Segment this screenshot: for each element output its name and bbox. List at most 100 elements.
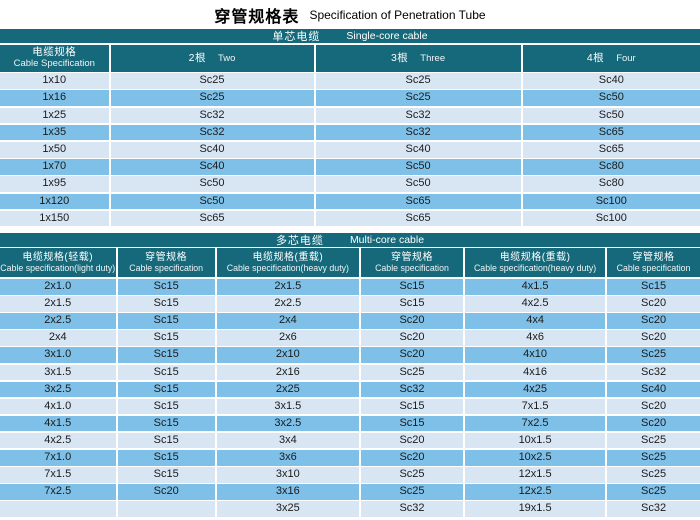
cell: Sc15 [607,279,700,295]
cell: 1x95 [0,176,109,192]
cell: 2x1.5 [216,279,359,295]
cell: 2x4 [0,330,116,346]
column-header-zh: 电缆规格 [32,46,77,59]
cell: Sc32 [315,124,521,141]
page-title-en: Specification of Penetration Tube [309,7,486,22]
table-row: 4x2.5 Sc15 3x4 Sc20 10x1.5 Sc25 [0,432,700,449]
cell: Sc50 [522,107,700,124]
cell: 2x2.5 [0,313,116,329]
table-row: 7x2.5 Sc20 3x16 Sc25 12x2.5 Sc25 [0,484,700,500]
cell: Sc40 [110,141,314,158]
cell: 4x2.5 [465,296,606,312]
cell: 1x120 [0,193,109,210]
cell: Sc15 [117,415,215,432]
cell: 3x1.5 [216,398,359,415]
cell: Sc25 [360,364,464,381]
table-row: 1x10 Sc25 Sc25 Sc40 [0,73,700,89]
cell: Sc20 [117,484,215,500]
table-row: 4x1.5 Sc15 3x2.5 Sc15 7x2.5 Sc20 [0,415,700,432]
cell: Sc15 [117,398,215,415]
cell: 4x6 [465,330,606,346]
cell: Sc65 [315,210,521,227]
cell: 3x1.0 [0,347,116,363]
table-row: 3x1.0 Sc15 2x10 Sc20 4x10 Sc25 [0,347,700,363]
cell: 2x16 [216,364,359,381]
cell: 4x2.5 [0,432,116,449]
cell: Sc25 [110,90,314,106]
section-title-zh: 单芯电缆 [272,31,321,43]
cell: Sc20 [607,415,700,432]
cell: Sc15 [117,364,215,381]
cell: Sc20 [607,296,700,312]
table-row: 7x1.0 Sc15 3x6 Sc20 10x2.5 Sc25 [0,450,700,466]
cell: Sc20 [607,398,700,415]
cell: Sc20 [360,330,464,346]
cell: Sc65 [110,210,314,227]
multi-core-section-header: 多芯电缆 Multi-core cable [0,232,700,247]
table-row: 1x150 Sc65 Sc65 Sc100 [0,210,700,227]
cell: 2x4 [216,313,359,329]
column-header-en: Two [217,52,236,64]
cell: Sc40 [522,73,700,89]
table-row: 1x70 Sc40 Sc50 Sc80 [0,159,700,175]
cell: Sc65 [522,141,700,158]
cell: 4x1.5 [0,415,116,432]
cell: Sc15 [117,467,215,483]
cell: 4x16 [465,364,606,381]
table-row: 1x25 Sc32 Sc32 Sc50 [0,107,700,124]
cell: Sc32 [315,107,521,124]
cell: Sc40 [607,381,700,398]
cell: Sc32 [110,107,314,124]
column-header-three: 3根 Three [315,44,521,72]
table-row: 1x95 Sc50 Sc50 Sc80 [0,176,700,192]
cell: Sc20 [360,432,464,449]
cell: Sc32 [360,501,464,517]
column-header-zh: 2根 [188,51,206,64]
cell: Sc25 [110,73,314,89]
cell: Sc15 [117,450,215,466]
cell: Sc40 [315,141,521,158]
column-header-en: Cable specification [129,262,204,273]
column-header-zh: 4根 [586,51,605,64]
section-title-en: Single-core cable [346,30,428,42]
cell: Sc32 [110,124,314,141]
table-row: 7x1.5 Sc15 3x10 Sc25 12x1.5 Sc25 [0,467,700,483]
cell: Sc25 [607,450,700,466]
table-row: 2x2.5 Sc15 2x4 Sc20 4x4 Sc20 [0,313,700,329]
cell: Sc15 [360,296,464,312]
cell: Sc50 [315,176,521,192]
cell: Sc65 [522,124,700,141]
cell: Sc15 [360,279,464,295]
multi-core-column-headers: 电缆规格(轻载) Cable specification(light duty)… [0,248,700,278]
cell: 1x35 [0,124,109,141]
column-header-en: Cable specification [616,262,691,273]
column-header-zh: 穿管规格 [390,251,433,263]
column-header-zh: 穿管规格 [632,251,675,263]
cell: Sc15 [117,296,215,312]
cell: 1x16 [0,90,109,106]
cell: 2x2.5 [216,296,359,312]
cell: Sc20 [360,450,464,466]
cell: 7x2.5 [0,484,116,500]
column-header-cable-spec-heavy-duty-1: 电缆规格(重载) Cable specification(heavy duty) [216,248,359,278]
cell: Sc15 [360,415,464,432]
cell: Sc32 [360,381,464,398]
cell: 3x1.5 [0,364,116,381]
column-header-cable-spec: 电缆规格 Cable Specification [0,44,109,72]
cell: Sc40 [110,159,314,175]
cell: 3x2.5 [216,415,359,432]
cell: 3x4 [216,432,359,449]
cell: Sc80 [522,176,700,192]
cell: Sc15 [117,279,215,295]
section-title-zh: 多芯电缆 [275,234,324,247]
cell: Sc20 [607,330,700,346]
table-row: 3x25 Sc32 19x1.5 Sc32 [0,501,700,517]
column-header-zh: 电缆规格(重载) [499,251,571,263]
table-row: 1x35 Sc32 Sc32 Sc65 [0,124,700,141]
cell: Sc15 [117,432,215,449]
cell: 3x2.5 [0,381,116,398]
cell: 1x150 [0,210,109,227]
cell: 10x2.5 [465,450,606,466]
cell: Sc100 [522,193,700,210]
table-row: 1x120 Sc50 Sc65 Sc100 [0,193,700,210]
